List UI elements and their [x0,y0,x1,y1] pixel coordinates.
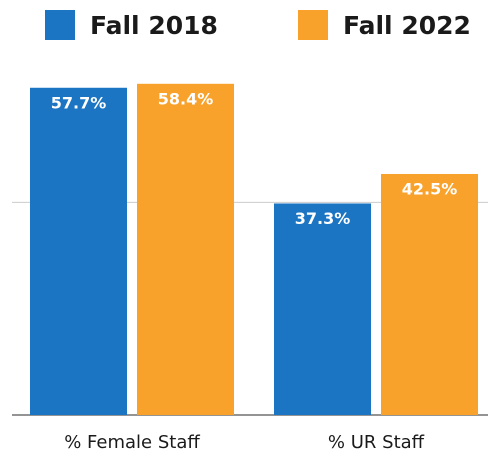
value-label: 37.3% [295,209,351,228]
legend-label: Fall 2022 [343,11,471,40]
bar [30,87,127,415]
legend-swatch [45,10,75,40]
legend-swatch [298,10,328,40]
x-tick-label: % Female Staff [64,432,200,453]
legend-label: Fall 2018 [90,11,218,40]
value-label: 57.7% [51,93,107,112]
bar [381,173,478,415]
value-label: 42.5% [402,179,458,198]
bar [137,83,234,416]
x-tick-label: % UR Staff [328,432,425,453]
value-label: 58.4% [158,89,214,108]
bar [274,203,371,415]
